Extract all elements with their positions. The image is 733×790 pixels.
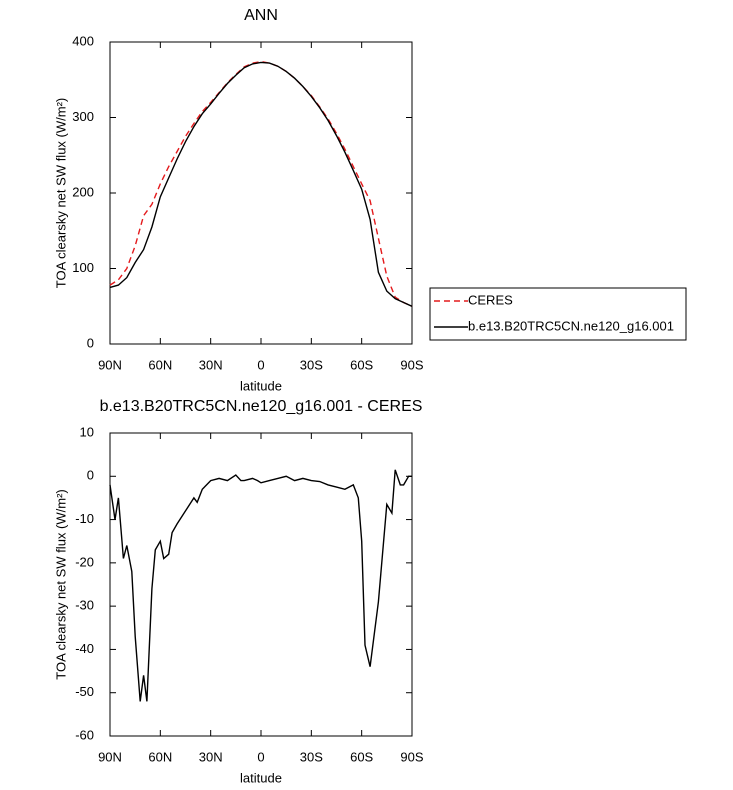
y-tick-label: -20 — [75, 554, 94, 569]
y-axis-label: TOA clearsky net SW flux (W/m²) — [53, 98, 68, 288]
x-axis-label: latitude — [240, 378, 282, 393]
x-tick-label: 0 — [257, 749, 264, 764]
series-line — [109, 61, 413, 307]
series-line — [109, 60, 413, 307]
x-tick-label: 60S — [350, 749, 373, 764]
x-tick-label: 60N — [148, 357, 172, 372]
chart-title: b.e13.B20TRC5CN.ne120_g16.001 - CERES — [100, 398, 423, 415]
legend-label: b.e13.B20TRC5CN.ne120_g16.001 — [468, 318, 674, 333]
y-tick-label: -60 — [75, 727, 94, 742]
chart-title: ANN — [244, 7, 278, 24]
y-tick-label: -40 — [75, 641, 94, 656]
x-tick-label: 0 — [257, 357, 264, 372]
x-tick-label: 90N — [98, 357, 122, 372]
y-tick-label: 0 — [87, 335, 94, 350]
legend-label: CERES — [468, 292, 513, 307]
plot-frame — [109, 432, 413, 737]
y-tick-label: 100 — [72, 260, 94, 275]
x-tick-label: 60S — [350, 357, 373, 372]
x-tick-label: 30S — [300, 749, 323, 764]
x-tick-label: 90N — [98, 749, 122, 764]
y-tick-label: 200 — [72, 184, 94, 199]
y-tick-label: -50 — [75, 684, 94, 699]
x-tick-label: 60N — [148, 749, 172, 764]
series-line — [109, 469, 412, 702]
x-axis-label: latitude — [240, 770, 282, 785]
x-tick-label: 30N — [199, 749, 223, 764]
y-axis-label: TOA clearsky net SW flux (W/m²) — [53, 489, 68, 679]
x-tick-label: 90S — [400, 749, 423, 764]
legend-box — [429, 287, 687, 341]
y-tick-label: 400 — [72, 33, 94, 48]
x-tick-label: 90S — [400, 357, 423, 372]
y-tick-label: 300 — [72, 109, 94, 124]
y-tick-label: -30 — [75, 598, 94, 613]
y-tick-label: -10 — [75, 511, 94, 526]
y-tick-label: 0 — [87, 468, 94, 483]
x-tick-label: 30N — [199, 357, 223, 372]
x-tick-label: 30S — [300, 357, 323, 372]
y-tick-label: 10 — [80, 424, 94, 439]
